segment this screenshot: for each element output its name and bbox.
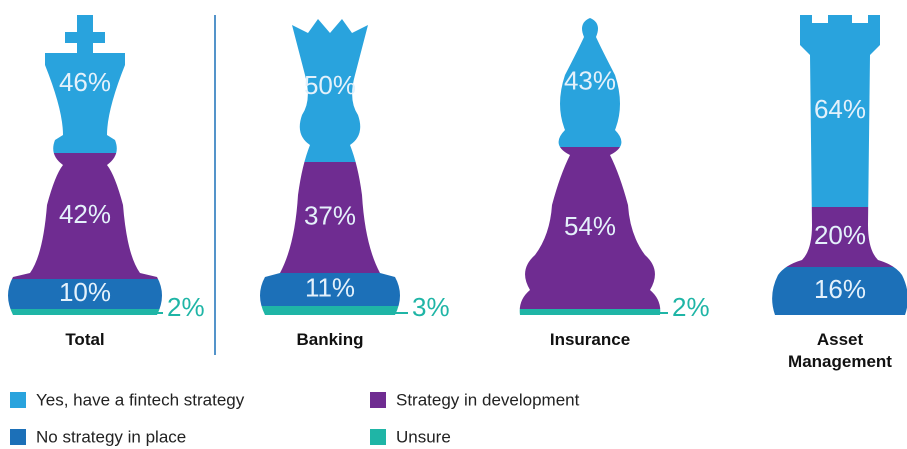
bar-segment [8,279,162,309]
legend-swatch [370,429,386,445]
value-label: 54% [564,211,616,241]
chess-piece [519,18,661,315]
legend-swatch [10,429,26,445]
value-label: 64% [814,94,866,124]
value-label: 20% [814,220,866,250]
chess-piece [772,15,907,315]
chess-piece [260,19,400,315]
category-label: Banking [296,330,364,349]
chess-piece [8,15,162,315]
value-label: 42% [59,199,111,229]
bar-segment [260,273,400,306]
legend-label: Unsure [396,427,451,446]
value-label: 3% [412,292,450,322]
bar-segment [8,309,162,315]
value-label: 50% [304,70,356,100]
bar-segment [519,309,661,315]
bar-segment [772,267,907,315]
category-label: Total [65,330,105,349]
value-label: 2% [672,292,710,322]
legend-label: Yes, have a fintech strategy [36,390,245,409]
value-label: 2% [167,292,205,322]
value-label: 16% [814,274,866,304]
legend-label: No strategy in place [36,427,186,446]
value-label: 11% [305,272,355,302]
value-label: 37% [304,200,356,230]
legend-swatch [370,392,386,408]
bar-segment [260,306,400,315]
category-label: Asset Management [788,330,892,371]
value-label: 46% [59,67,111,97]
category-label: Insurance [549,330,631,349]
legend-label: Strategy in development [396,390,580,409]
value-label: 43% [564,65,616,95]
value-label: 10% [59,277,111,307]
legend-swatch [10,392,26,408]
